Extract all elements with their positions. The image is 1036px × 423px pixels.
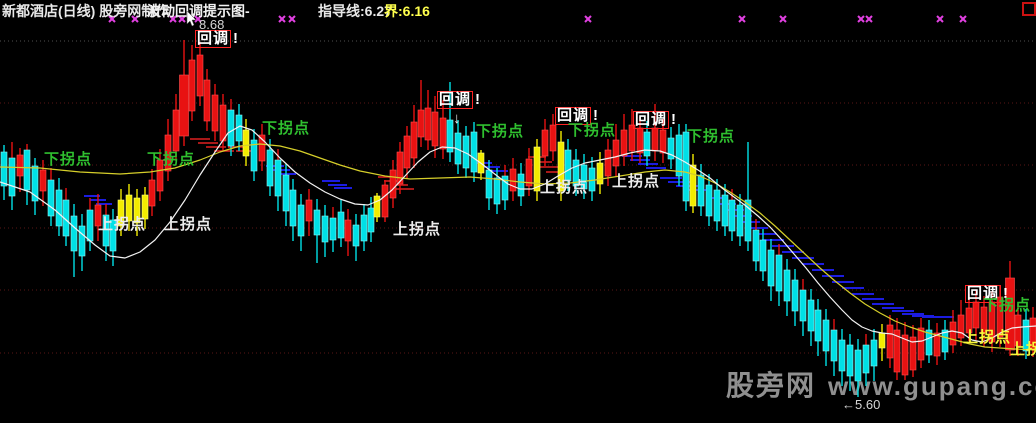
callback-signal-label: 回调! bbox=[437, 91, 481, 109]
callback-box: 回调 bbox=[555, 107, 592, 125]
pivot-signal-label: 上拐点 bbox=[164, 216, 213, 233]
watermark-brand: 股旁网 bbox=[726, 370, 817, 401]
chart-header: 新都酒店(日线) 股旁网制作 波动回调提示图- 指导线:6.27 界:6.16 bbox=[0, 0, 1036, 19]
pivot-signal-label: 上拐点 bbox=[963, 329, 1012, 346]
mouse-cursor-icon bbox=[186, 11, 197, 27]
callback-box: 回调 bbox=[633, 111, 670, 129]
price-annotation: ←5.60 bbox=[842, 397, 881, 412]
callback-signal-label: 回调! bbox=[965, 285, 1009, 303]
top-right-box-marker bbox=[1022, 2, 1036, 16]
pivot-signal-label: 上拐 bbox=[1010, 341, 1036, 358]
callback-exclamation: ! bbox=[475, 91, 482, 108]
pivot-signal-label: 上拐点 bbox=[612, 173, 661, 190]
callback-signal-label: 回调! bbox=[555, 107, 599, 125]
pivot-signal-label: 上拐点 bbox=[393, 221, 442, 238]
pivot-signal-label: 下拐点 bbox=[568, 122, 617, 139]
callback-signal-label: 回调! bbox=[195, 30, 239, 48]
price-annotation: 8.68 bbox=[199, 17, 225, 32]
indicator-name: 波动回调提示图- bbox=[147, 3, 250, 19]
pivot-signal-label: 下拐点 bbox=[983, 297, 1032, 314]
callback-signal-label: 回调! bbox=[633, 111, 677, 129]
pivot-signal-label: 下拐点 bbox=[262, 120, 311, 137]
guide-line-value: 指导线:6.27 bbox=[318, 3, 392, 19]
watermark: 股旁网 www.gupang.com bbox=[726, 364, 1036, 404]
pivot-signal-label: ↓ bbox=[453, 110, 462, 127]
callback-box: 回调 bbox=[195, 30, 232, 48]
callback-box: 回调 bbox=[437, 91, 474, 109]
callback-exclamation: ! bbox=[1003, 285, 1010, 302]
watermark-url: www.gupang.com bbox=[828, 371, 1036, 401]
callback-box: 回调 bbox=[965, 285, 1002, 303]
pivot-signal-label: 上拐点 bbox=[540, 179, 589, 196]
pivot-signal-label: 下拐点 bbox=[147, 151, 196, 168]
callback-exclamation: ! bbox=[233, 30, 240, 47]
pivot-signal-label: 下拐点 bbox=[687, 128, 736, 145]
callback-exclamation: ! bbox=[593, 107, 600, 124]
pivot-signal-label: 下拐点 bbox=[476, 123, 525, 140]
boundary-value: 界:6.16 bbox=[384, 3, 430, 19]
pivot-signal-label: 下拐点 bbox=[44, 151, 93, 168]
pivot-signal-label: 上拐点 bbox=[98, 216, 147, 233]
chart-title: 新都酒店(日线) 股旁网制作 bbox=[2, 3, 170, 19]
callback-exclamation: ! bbox=[671, 111, 678, 128]
